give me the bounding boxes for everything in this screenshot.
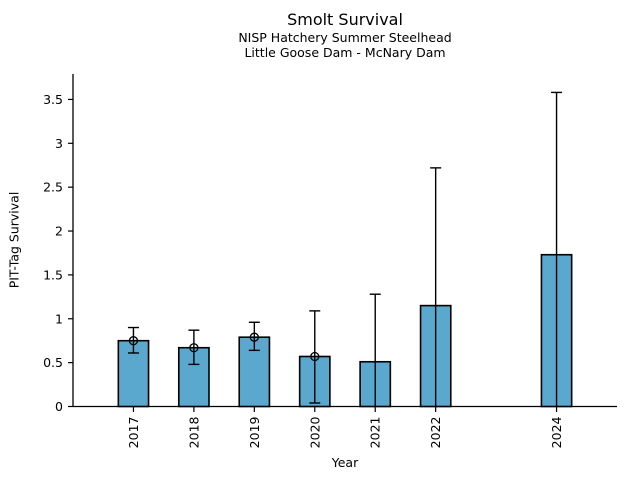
x-tick-label-2018: 2018 — [186, 416, 201, 448]
x-tick-label-2020: 2020 — [307, 416, 322, 448]
chart-title: Smolt Survival — [287, 10, 403, 29]
y-tick-label-2: 2 — [55, 224, 63, 239]
bar-2018 — [177, 346, 210, 408]
x-tick-label-2022: 2022 — [428, 417, 443, 449]
x-tick-label-2024: 2024 — [549, 416, 564, 448]
point-marker-2020 — [310, 351, 320, 362]
x-tick-label-2017: 2017 — [126, 417, 141, 449]
chart-subtitle-2: Little Goose Dam - McNary Dam — [244, 45, 446, 60]
y-tick-label-1: 1 — [55, 311, 63, 326]
y-axis-label: PIT-Tag Survival — [7, 192, 22, 289]
y-tick-label-1.5: 1.5 — [43, 267, 63, 282]
y-tick-label-3: 3 — [55, 136, 63, 151]
point-marker-2018 — [189, 343, 199, 353]
y-tick-label-0.5: 0.5 — [43, 355, 63, 370]
y-tick-label-2.5: 2.5 — [43, 180, 63, 195]
chart-subtitle-1: NISP Hatchery Summer Steelhead — [238, 30, 452, 45]
x-axis-label: Year — [331, 455, 359, 470]
point-marker-2019 — [249, 332, 259, 342]
point-marker-2017 — [128, 336, 139, 346]
x-tick-label-2021: 2021 — [368, 417, 383, 449]
y-tick-label-0: 0 — [55, 399, 63, 414]
plot-generated-content: 0 0.5 1 1.5 2 2.5 3 3.5 2017 2018 2019 2020 2021 2022… — [43, 74, 617, 448]
y-tick-label-3.5: 3.5 — [43, 92, 63, 107]
x-tick-label-2019: 2019 — [247, 416, 262, 448]
